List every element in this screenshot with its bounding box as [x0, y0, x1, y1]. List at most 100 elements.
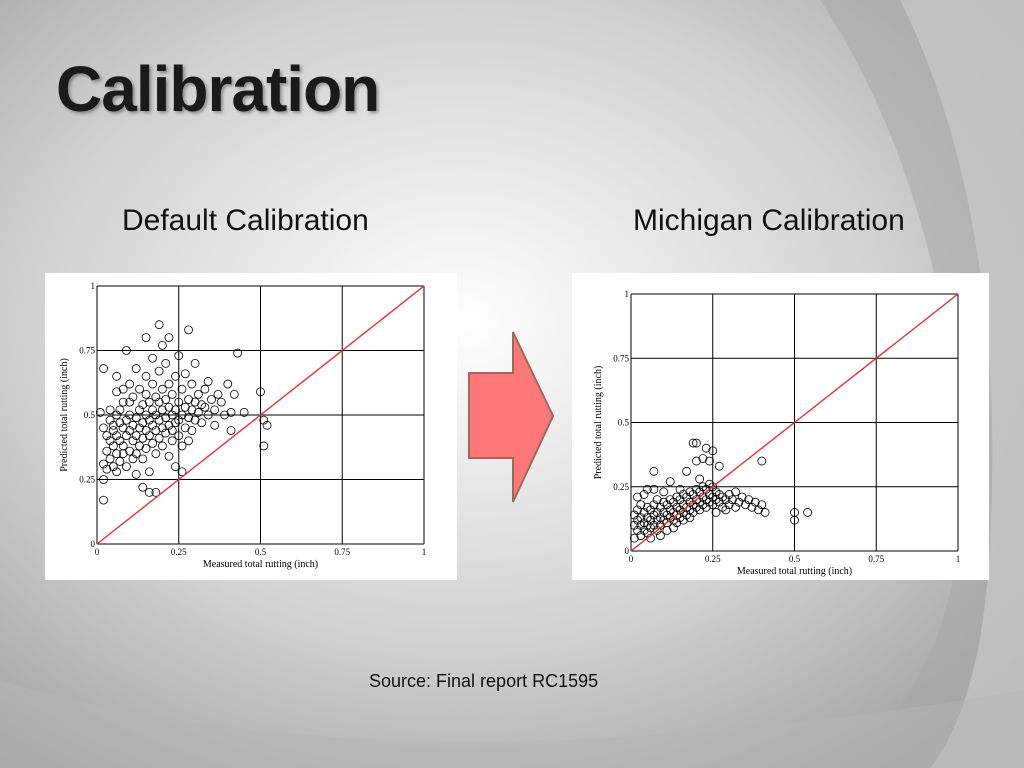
data-point — [633, 515, 642, 525]
data-point — [682, 466, 691, 476]
data-point — [135, 423, 144, 433]
data-point — [164, 333, 174, 342]
data-point — [105, 405, 115, 415]
data-point — [714, 490, 724, 499]
data-point — [731, 487, 741, 497]
data-point — [210, 420, 220, 430]
data-point — [158, 423, 167, 433]
data-point — [112, 410, 122, 420]
data-point — [705, 490, 714, 499]
data-point — [180, 402, 190, 412]
data-point — [672, 518, 682, 528]
data-point — [639, 508, 649, 517]
data-point — [731, 502, 741, 512]
data-point — [154, 433, 164, 443]
data-point — [662, 510, 672, 520]
michigan-calibration-chart: 0 0.25 0.5 0.75 1 0 0.25 0.5 0.75 1 Measured total… — [572, 273, 989, 580]
data-point — [724, 500, 734, 510]
data-point — [229, 389, 239, 399]
data-point — [99, 495, 108, 505]
data-point — [642, 513, 652, 522]
equality-line — [630, 293, 959, 552]
data-point — [652, 508, 662, 517]
data-point — [118, 397, 128, 407]
data-point — [659, 508, 669, 517]
data-point — [131, 364, 141, 373]
data-point — [161, 359, 171, 368]
data-point — [161, 413, 171, 422]
data-point — [718, 492, 727, 502]
data-point — [174, 397, 184, 407]
data-point — [636, 500, 646, 510]
data-point — [705, 479, 714, 489]
data-point — [118, 449, 128, 459]
data-point — [262, 420, 272, 430]
data-point — [180, 369, 190, 379]
y-tick-label: 0.5 — [618, 418, 630, 428]
data-point — [158, 340, 167, 350]
data-point — [187, 379, 197, 389]
data-point — [678, 515, 688, 525]
data-point — [154, 415, 164, 425]
data-point — [164, 420, 174, 430]
data-point — [112, 371, 122, 381]
y-tick-label: 0.25 — [79, 475, 95, 485]
data-point — [184, 395, 193, 404]
data-point — [95, 408, 105, 417]
x-tick-label: 0.75 — [868, 554, 884, 564]
data-point — [688, 490, 698, 499]
data-point — [128, 436, 138, 446]
data-point — [747, 502, 757, 512]
data-point — [233, 348, 243, 358]
data-point — [193, 408, 203, 417]
data-point — [125, 379, 135, 389]
default-calibration-heading: Default Calibration — [122, 204, 369, 237]
data-point — [135, 405, 144, 415]
data-point — [639, 490, 649, 499]
data-point — [692, 438, 701, 448]
data-point — [652, 495, 662, 505]
data-point — [701, 495, 711, 505]
data-point — [718, 502, 727, 512]
data-point — [757, 456, 767, 466]
x-tick-label: 1 — [422, 547, 427, 557]
data-point — [216, 397, 226, 407]
data-point — [125, 410, 135, 420]
data-point — [154, 366, 164, 376]
data-point — [636, 531, 646, 540]
data-point — [698, 454, 708, 463]
data-point — [724, 490, 734, 499]
data-point — [685, 513, 695, 522]
data-point — [138, 400, 148, 410]
data-point — [128, 420, 138, 430]
x-tick-label: 0.75 — [334, 547, 350, 557]
data-point — [118, 423, 128, 433]
data-point — [138, 433, 148, 443]
data-point — [197, 418, 207, 428]
data-point — [193, 389, 203, 399]
data-point — [174, 415, 184, 425]
right-arrow-icon — [468, 331, 555, 503]
data-point — [141, 333, 151, 342]
data-point — [148, 379, 157, 389]
data-point — [646, 505, 656, 515]
data-point — [131, 431, 141, 441]
data-point — [112, 431, 122, 441]
data-point — [151, 487, 161, 497]
data-point — [151, 449, 161, 459]
data-point — [675, 484, 685, 494]
y-tick-label: 0.75 — [613, 353, 629, 363]
data-point — [167, 389, 177, 399]
data-point — [164, 451, 174, 461]
y-axis-label: Predicted total rutting (inch) — [593, 366, 604, 480]
data-point — [649, 466, 659, 476]
data-point — [167, 436, 177, 446]
data-point — [151, 410, 161, 420]
data-point — [177, 384, 187, 394]
data-point — [656, 531, 665, 540]
data-point — [656, 502, 665, 512]
data-point — [803, 508, 812, 517]
data-point — [629, 533, 639, 543]
y-axis-label: Predicted total rutting (inch) — [59, 358, 70, 472]
data-point — [633, 526, 642, 535]
